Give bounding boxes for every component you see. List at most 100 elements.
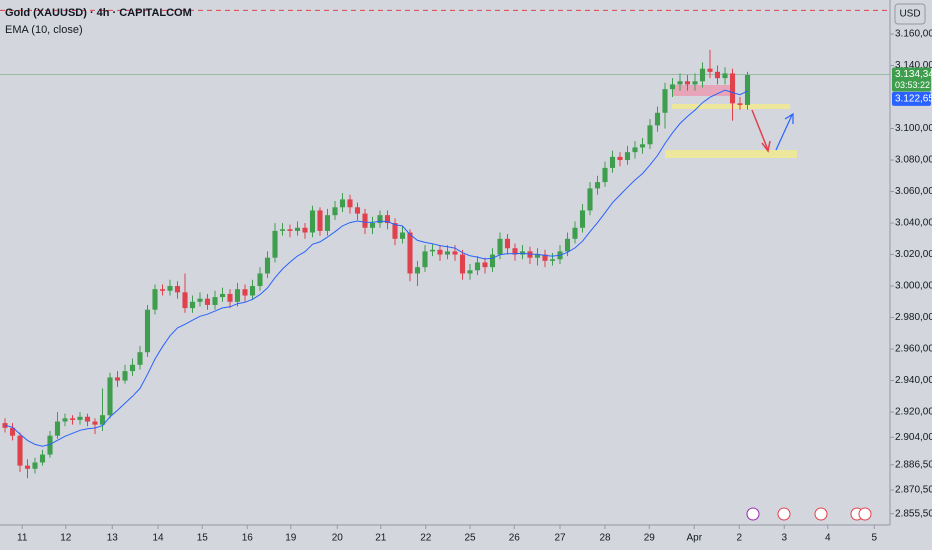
candle-body — [62, 418, 68, 422]
x-tick-label: 13 — [107, 533, 119, 544]
candle-body — [737, 103, 743, 105]
candle-body — [204, 298, 211, 305]
candle-body — [242, 289, 248, 296]
candle-body — [107, 377, 113, 416]
candle-body — [407, 232, 413, 274]
candle-body — [467, 270, 473, 274]
candle-body — [77, 416, 83, 420]
candle-body — [549, 259, 556, 261]
candle-body — [429, 249, 436, 252]
candle-body — [339, 199, 346, 208]
candle-body — [564, 238, 571, 252]
y-tick-label: 2.886,50 — [895, 459, 932, 470]
candle-body — [594, 182, 601, 189]
y-tick-label: 3.140,00 — [895, 60, 932, 71]
candle-body — [84, 416, 91, 422]
candle-body — [639, 144, 646, 148]
candle-body — [542, 254, 548, 261]
candle-body — [579, 210, 586, 228]
candle-body — [302, 227, 308, 233]
candle-body — [167, 286, 173, 291]
event-icon[interactable] — [777, 507, 791, 521]
candle-body — [534, 254, 541, 258]
candle-body — [444, 251, 451, 255]
candle-body — [309, 210, 316, 233]
candle-body — [9, 427, 16, 436]
x-tick-label: 26 — [509, 533, 521, 544]
plot-area — [0, 9, 890, 479]
candle-body — [197, 298, 203, 302]
candle-body — [317, 210, 323, 231]
candle-body — [369, 223, 376, 228]
event-icon[interactable] — [814, 507, 828, 521]
y-tick-label: 2.960,00 — [895, 344, 932, 355]
candle-body — [392, 223, 398, 239]
x-tick-label: 20 — [332, 533, 344, 544]
x-tick-label: 21 — [375, 533, 387, 544]
candle-body — [729, 73, 736, 104]
candle-body — [257, 273, 263, 287]
x-tick-label: 28 — [599, 533, 611, 544]
candle-body — [497, 238, 503, 255]
candle-body — [152, 289, 158, 310]
candle-body — [174, 286, 181, 293]
y-tick-label: 3.160,00 — [895, 29, 932, 40]
x-tick-label: 27 — [554, 533, 566, 544]
candle-body — [714, 71, 721, 79]
candle-body — [414, 267, 421, 274]
last-price-label: 3.134,34 — [895, 69, 932, 80]
candle-body — [632, 147, 638, 153]
candle-body — [294, 227, 301, 231]
x-tick-label: 19 — [285, 533, 297, 544]
supply-zone — [672, 85, 734, 96]
candle-body — [144, 309, 151, 353]
candle-body — [699, 68, 706, 82]
candle-body — [227, 293, 233, 302]
y-tick-label: 3.060,00 — [895, 186, 932, 197]
candle-body — [647, 125, 653, 145]
x-tick-label: 2 — [736, 533, 742, 544]
candle-body — [69, 418, 76, 420]
candle-body — [692, 81, 698, 85]
event-icon[interactable] — [746, 507, 760, 521]
candle-body — [47, 435, 53, 455]
x-tick-label: 22 — [420, 533, 432, 544]
candle-body — [249, 286, 256, 296]
y-tick-label: 2.904,00 — [895, 432, 932, 443]
candle-body — [609, 156, 616, 168]
x-tick-label: 3 — [781, 533, 787, 544]
event-icon[interactable] — [858, 507, 872, 521]
currency-box[interactable] — [894, 3, 926, 25]
candle-body — [362, 213, 368, 228]
candle-body — [272, 230, 278, 258]
y-tick-label: 2.940,00 — [895, 375, 932, 386]
candle-body — [707, 68, 713, 72]
candle-body — [677, 81, 683, 85]
candle-body — [129, 364, 136, 372]
candle-body — [654, 112, 661, 126]
candle-body — [744, 74, 751, 105]
candle-body — [474, 262, 481, 271]
candle-body — [482, 262, 488, 268]
candle-body — [572, 227, 578, 239]
candle-body — [24, 465, 31, 469]
candle-body — [437, 249, 443, 255]
candle-body — [92, 421, 98, 425]
candle-body — [587, 188, 593, 211]
currency[interactable]: USD — [899, 9, 920, 20]
candle-body — [114, 377, 121, 381]
target-zone — [665, 150, 797, 158]
candle-body — [189, 301, 196, 309]
candle-body — [504, 238, 511, 249]
ema-price-box — [892, 91, 931, 106]
candle-body — [347, 199, 353, 208]
candle-body — [602, 167, 608, 183]
y-tick-label: 2.980,00 — [895, 312, 932, 323]
candle-body — [287, 229, 293, 231]
y-tick-label: 2.920,00 — [895, 407, 932, 418]
x-tick-label: 16 — [242, 533, 254, 544]
chart-title: Gold (XAUUSD) · 4h · CAPITALCOM — [5, 7, 192, 19]
candle-body — [212, 297, 218, 305]
candle-body — [234, 289, 241, 302]
